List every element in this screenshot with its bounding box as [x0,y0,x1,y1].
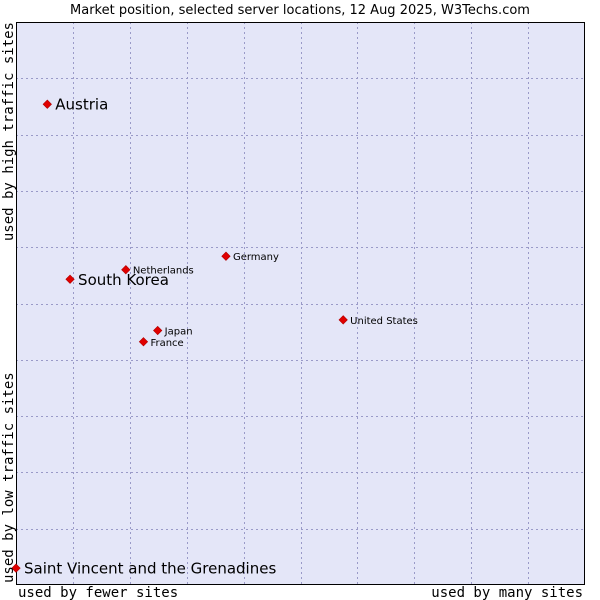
point-label-germany: Germany [233,252,279,263]
point-marker-japan [153,325,163,336]
point-marker-germany [221,251,231,261]
point-marker-austria [42,99,52,109]
point-label-saint-vincent-and-the-grenadines: Saint Vincent and the Grenadines [24,560,276,578]
point-marker-saint-vincent-and-the-grenadines [11,563,21,573]
point-label-japan: Japan [164,327,193,338]
plot-area: Austria South Korea Saint Vincent and the … [11,22,585,585]
plot-background [16,22,585,585]
point-marker-france [138,337,149,347]
point-marker-united-states [338,315,348,325]
point-label-france: France [150,338,183,349]
plot-border [16,22,585,585]
chart-title: Market position, selected server locatio… [70,3,530,18]
point-label-austria: Austria [55,96,108,114]
point-marker-south-korea [65,274,75,284]
point-marker-netherlands [121,265,131,275]
x-axis-label-low: used by fewer sites [18,585,178,600]
point-label-south-korea: South Korea [78,271,169,289]
point-label-united-states: United States [350,316,418,327]
y-axis-label-low: used by low traffic sites [1,372,17,583]
y-axis-label-high: used by high traffic sites [1,22,17,241]
point-label-netherlands: Netherlands [133,266,194,277]
gridlines [16,22,585,585]
data-points: Austria South Korea Saint Vincent and the … [11,96,418,578]
x-axis-label-high: used by many sites [431,585,583,600]
